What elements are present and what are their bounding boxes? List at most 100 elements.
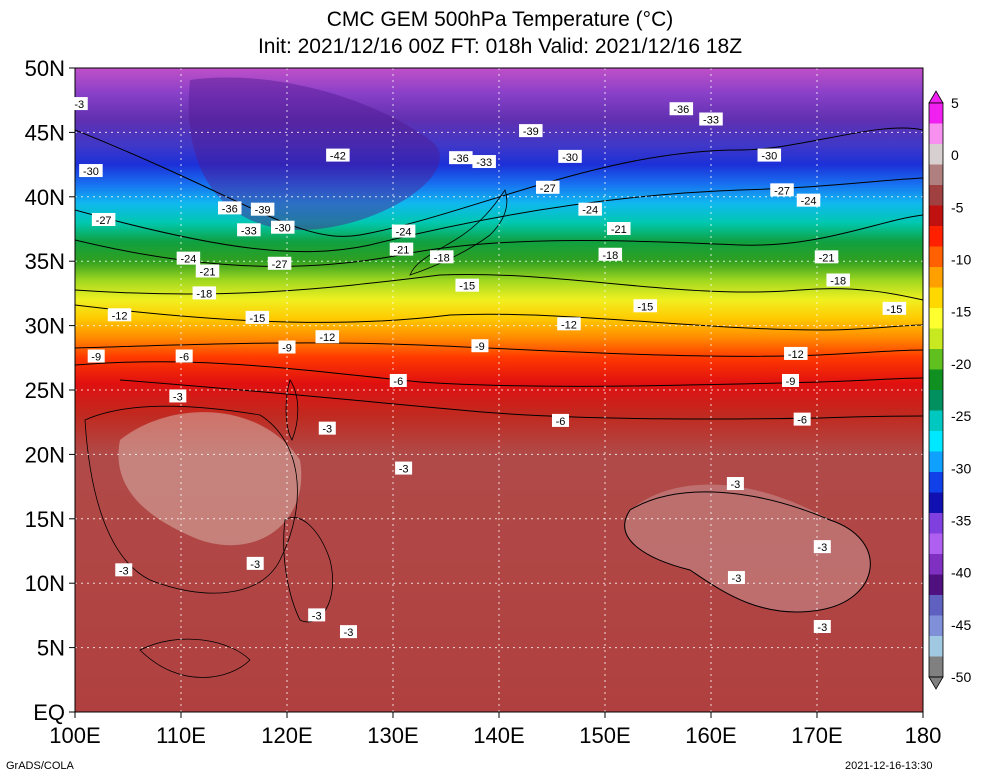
contour-label-bg: [326, 148, 350, 162]
footer-timestamp: 2021-12-16-13:30: [845, 760, 933, 772]
warm-core-pacific: [624, 484, 871, 612]
lat-label: 10N: [25, 571, 65, 596]
contour-label-text: -24: [582, 205, 598, 217]
contour-label-text: -6: [556, 416, 566, 428]
contour-label-bg: [115, 563, 133, 577]
contour-label: -21: [607, 222, 631, 236]
colorbar-swatch: [929, 185, 943, 206]
contour-label-text: -24: [396, 227, 412, 239]
contour-label: -15: [882, 301, 907, 316]
coastline: [139, 638, 251, 678]
contour-label: -3: [70, 97, 88, 111]
contour-label: -24: [796, 193, 821, 208]
contour-label-bg: [246, 556, 264, 570]
contour-label: -15: [455, 278, 479, 293]
contour-label: -9: [471, 339, 489, 353]
contour-label-text: -3: [399, 464, 409, 476]
contour-label: -36: [218, 201, 242, 215]
contour-label-bg: [308, 608, 326, 622]
contour-label-text: -27: [540, 183, 556, 195]
contour-label: -3: [318, 421, 336, 436]
lon-label: 180: [905, 723, 942, 748]
colorbar-label: -25: [951, 408, 971, 424]
contour-label: -15: [245, 310, 270, 325]
colorbar-swatch: [929, 328, 943, 350]
contour-label-bg: [471, 339, 489, 353]
colorbar-swatch: [929, 451, 943, 473]
contour-label-bg: [107, 308, 132, 322]
contour-label-text: -27: [272, 259, 288, 271]
contour-label: -30: [757, 148, 782, 163]
colorbar-label: -5: [951, 199, 964, 215]
contour-label: -36: [669, 102, 694, 116]
contour-label-text: -33: [476, 157, 492, 169]
map-subtitle: Init: 2021/12/16 00Z FT: 018h Valid: 202…: [257, 35, 743, 58]
contour-label-bg: [782, 373, 799, 387]
contour-label: -24: [578, 202, 602, 217]
contour-label-text: -12: [788, 349, 804, 361]
contour-label-bg: [245, 310, 270, 324]
contour-label: -30: [271, 220, 295, 235]
contour-label-text: -9: [282, 342, 292, 354]
lat-label: 25N: [25, 378, 65, 403]
contour-label-text: -30: [83, 166, 99, 178]
contour-line: [75, 273, 923, 301]
warm-core-asia: [118, 412, 302, 546]
contour-label-text: -3: [250, 559, 260, 571]
contour-label-text: -33: [703, 115, 719, 127]
contour-label-text: -3: [119, 565, 129, 577]
contour-label-text: -12: [112, 310, 128, 322]
contour-label-bg: [237, 223, 261, 237]
contour-label: -39: [250, 202, 275, 217]
contour-label: -6: [793, 412, 811, 427]
contour-label-text: -3: [732, 573, 742, 585]
contour-label: -27: [91, 212, 116, 227]
contour-label: -12: [557, 317, 581, 331]
contour-label: -3: [308, 608, 326, 622]
contour-label-text: -24: [180, 254, 196, 266]
contour-label: -6: [175, 349, 193, 364]
contour-label-bg: [813, 540, 831, 554]
contour-label-bg: [176, 251, 201, 265]
contour-label-bg: [192, 286, 217, 300]
contour-label-text: -24: [801, 196, 817, 208]
contour-label-text: -42: [330, 151, 346, 163]
colorbar-swatch: [929, 246, 943, 268]
colorbar-swatch: [929, 513, 943, 534]
contour-label: -9: [278, 340, 296, 354]
contour-label: -30: [79, 164, 103, 178]
lat-label: 30N: [25, 314, 65, 339]
contour-label-bg: [882, 301, 907, 315]
contour-label-text: -9: [475, 341, 485, 353]
contour-label: -39: [519, 124, 543, 138]
contour-label-bg: [169, 389, 187, 403]
colorbar-label: -10: [951, 252, 971, 268]
contour-label-bg: [449, 151, 473, 165]
colorbar: 5 0 -5 -10 -15 -20 -25 -30 -35 -40 -45 -50: [928, 90, 971, 690]
contour-label-text: -21: [394, 245, 410, 257]
contour-label-bg: [607, 222, 631, 235]
colorbar-swatch: [929, 123, 943, 145]
contour-label-text: -3: [817, 622, 827, 634]
contour-label: -3: [169, 389, 187, 403]
contour-label: -3: [813, 619, 831, 634]
contour-line: [75, 214, 923, 267]
footer-credit: GrADS/COLA: [6, 760, 74, 772]
contour-label: -9: [87, 349, 105, 364]
lat-label: 5N: [37, 636, 65, 661]
colorbar-top-arrow: [928, 90, 944, 104]
contour-label-text: -36: [673, 104, 689, 116]
contour-label: -18: [598, 247, 623, 262]
coastline: [409, 189, 508, 276]
colorbar-swatch: [929, 533, 943, 555]
colorbar-label: 0: [951, 147, 959, 163]
contour-label-text: -30: [562, 152, 578, 164]
colorbar-label: -15: [951, 304, 971, 320]
contour-line: [624, 491, 871, 613]
colorbar-swatch: [929, 103, 943, 124]
colorbar-label: -45: [951, 617, 971, 633]
colorbar-swatch: [929, 554, 943, 575]
contour-label-text: -21: [200, 267, 216, 279]
contour-label: -3: [339, 625, 357, 639]
lon-label: 160E: [685, 723, 736, 748]
